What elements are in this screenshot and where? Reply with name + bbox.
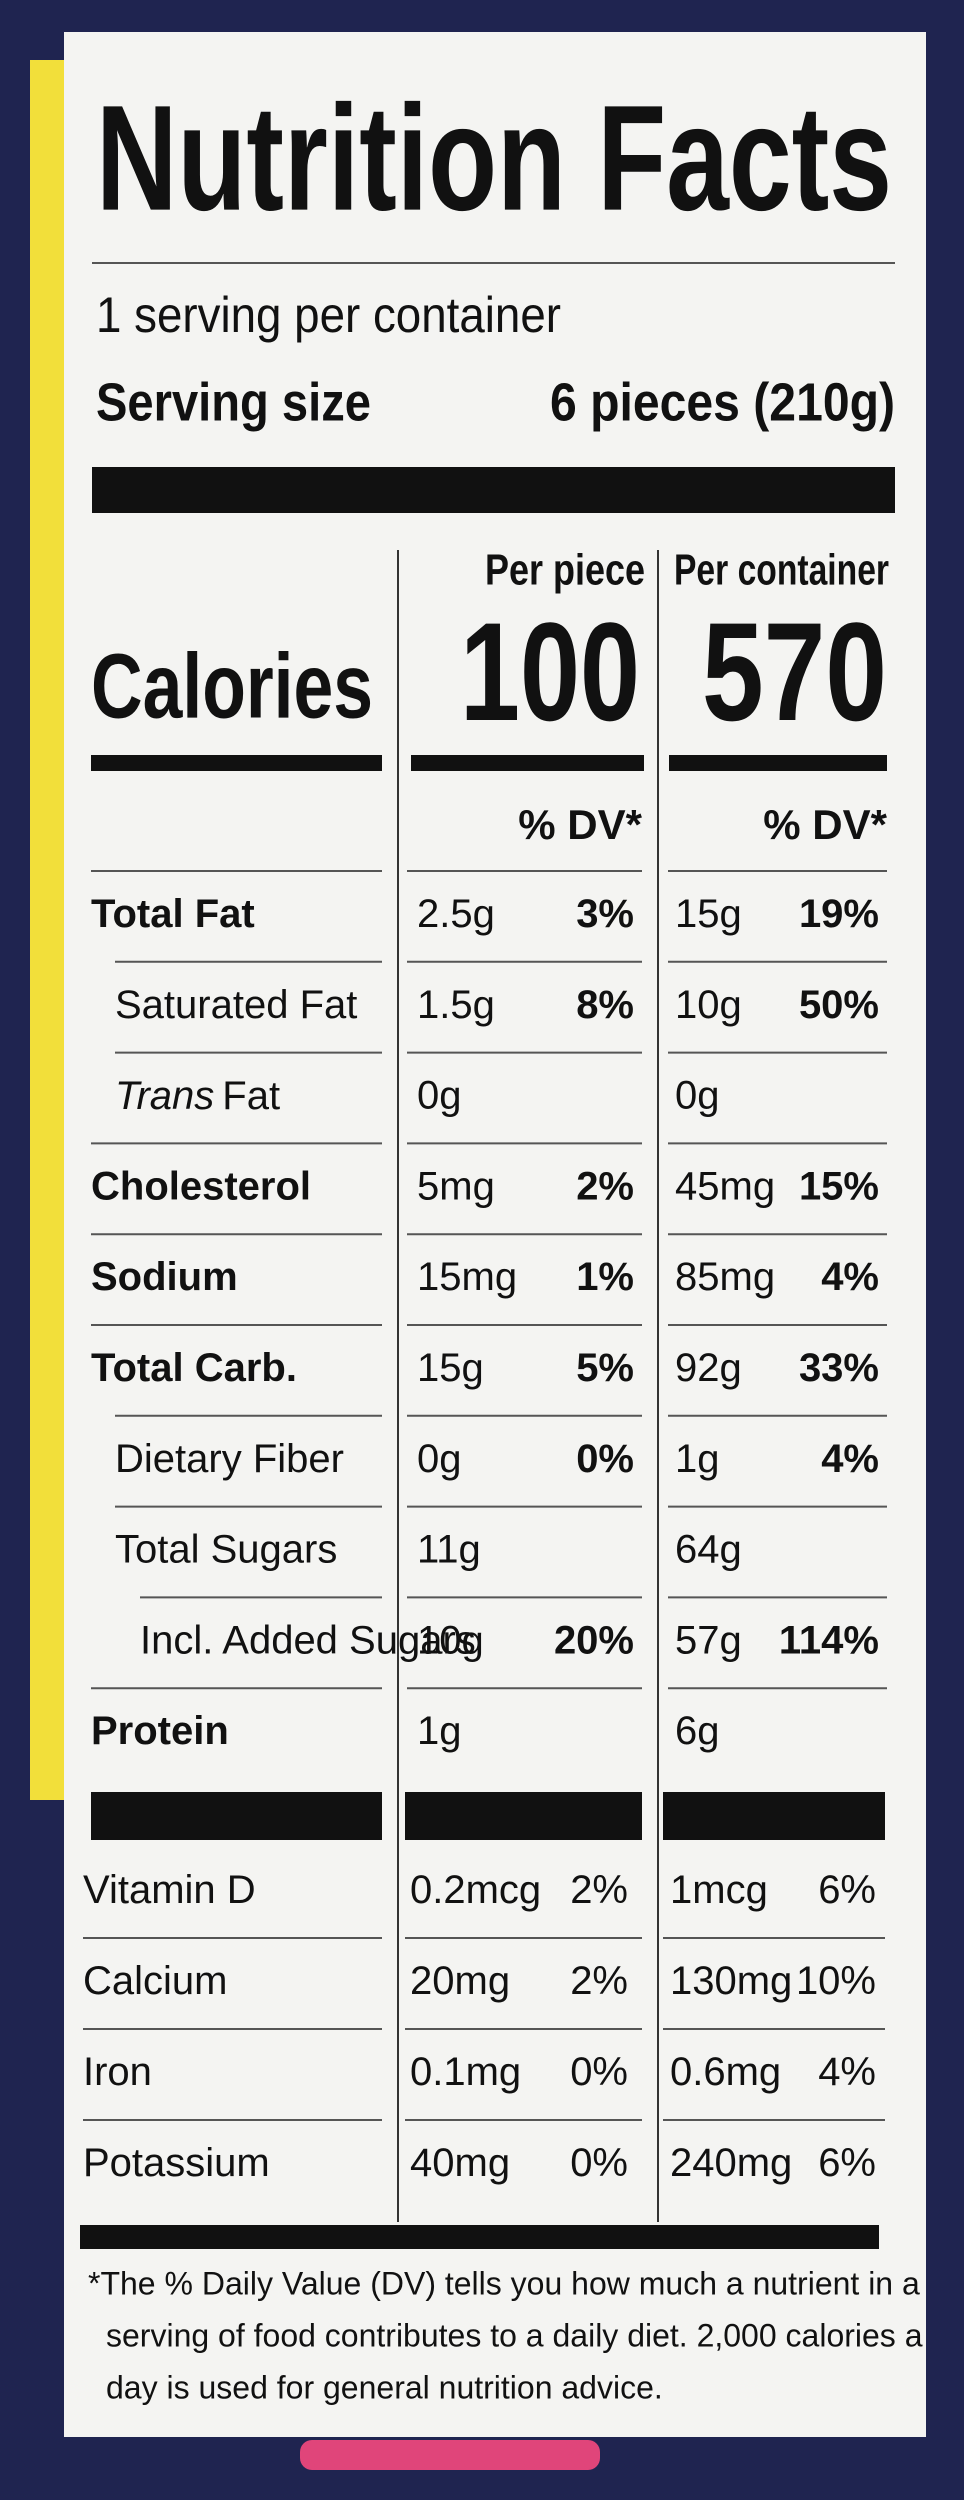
- amount: 0.2mcg: [410, 1868, 541, 1912]
- nutrient-name: Incl. Added Sugars: [140, 1618, 476, 1662]
- thick-bar: [411, 755, 644, 771]
- title: Nutrition Facts: [96, 74, 892, 242]
- amount: 15mg: [417, 1255, 517, 1299]
- serving-size-label: Serving size: [96, 372, 371, 432]
- amount: 1g: [417, 1709, 462, 1753]
- calories-value: 570: [702, 593, 887, 750]
- thick-bar: [405, 1792, 642, 1840]
- thick-bar: [663, 1792, 885, 1840]
- daily-value: 15%: [799, 1164, 879, 1208]
- nutrient-name: Cholesterol: [91, 1164, 311, 1208]
- amount: 92g: [675, 1346, 742, 1390]
- amount: 15g: [417, 1346, 484, 1390]
- nutrient-name: Total Sugars: [115, 1528, 337, 1572]
- amount: 0g: [417, 1437, 462, 1481]
- pink-accent: [300, 2440, 600, 2470]
- daily-value: 4%: [821, 1255, 879, 1299]
- amount: 130mg: [670, 1959, 792, 2003]
- dv-header: % DV*: [518, 801, 642, 848]
- calories-label: Calories: [91, 635, 373, 737]
- footnote: day is used for general nutrition advice…: [106, 2369, 663, 2405]
- amount: 0g: [417, 1074, 462, 1118]
- amount: 2.5g: [417, 892, 495, 936]
- amount: 57g: [675, 1618, 742, 1662]
- nutrient-name-italic: Trans: [115, 1074, 214, 1118]
- nutrient-name: Saturated Fat: [115, 983, 357, 1027]
- daily-value: 8%: [576, 983, 634, 1027]
- amount: 6g: [675, 1709, 720, 1753]
- amount: 0.6mg: [670, 2050, 781, 2094]
- daily-value: 3%: [576, 892, 634, 936]
- thick-bar: [91, 1792, 382, 1840]
- daily-value: 2%: [576, 1164, 634, 1208]
- column-header: Per piece: [485, 546, 645, 595]
- daily-value: 10%: [796, 1959, 876, 2003]
- nutrient-name: Sodium: [91, 1255, 238, 1299]
- amount: 0.1mg: [410, 2050, 521, 2094]
- amount: 10g: [417, 1618, 484, 1662]
- thick-bar: [92, 467, 895, 513]
- amount: 45mg: [675, 1164, 775, 1208]
- daily-value: 4%: [821, 1437, 879, 1481]
- thick-bar: [80, 2225, 879, 2249]
- amount: 85mg: [675, 1255, 775, 1299]
- nutrient-name: Protein: [91, 1709, 229, 1753]
- daily-value: 0%: [570, 2050, 628, 2094]
- amount: 11g: [417, 1528, 481, 1572]
- daily-value: 114%: [779, 1618, 879, 1662]
- footnote: serving of food contributes to a daily d…: [106, 2317, 923, 2353]
- vitamin-name: Calcium: [83, 1959, 227, 2003]
- nutrient-name: Total Carb.: [91, 1346, 297, 1390]
- daily-value: 2%: [570, 1959, 628, 2003]
- amount: 64g: [675, 1528, 742, 1572]
- vitamin-name: Potassium: [83, 2141, 270, 2185]
- daily-value: 4%: [818, 2050, 876, 2094]
- daily-value: 1%: [576, 1255, 634, 1299]
- vitamin-name: Vitamin D: [83, 1868, 256, 1912]
- daily-value: 6%: [818, 1868, 876, 1912]
- thick-bar: [91, 755, 382, 771]
- dv-header: % DV*: [763, 801, 887, 848]
- serving-size: 6 pieces (210g): [550, 372, 895, 432]
- nutrient-name: Trans Fat: [115, 1074, 280, 1118]
- daily-value: 50%: [799, 983, 879, 1027]
- amount: 1.5g: [417, 983, 495, 1027]
- servings: 1 serving per container: [96, 287, 561, 343]
- yellow-strip: [30, 60, 66, 1800]
- amount: 40mg: [410, 2141, 510, 2185]
- calories-value: 100: [460, 593, 640, 750]
- nutrient-name: Dietary Fiber: [115, 1437, 344, 1481]
- amount: 5mg: [417, 1164, 495, 1208]
- daily-value: 19%: [799, 892, 879, 936]
- daily-value: 33%: [799, 1346, 879, 1390]
- daily-value: 2%: [570, 1868, 628, 1912]
- daily-value: 0%: [576, 1437, 634, 1481]
- nutrient-name: Fat: [222, 1074, 280, 1118]
- daily-value: 20%: [554, 1618, 634, 1662]
- amount: 1mcg: [670, 1868, 768, 1912]
- amount: 1g: [675, 1437, 720, 1481]
- footnote: *The % Daily Value (DV) tells you how mu…: [88, 2265, 920, 2301]
- amount: 10g: [675, 983, 742, 1027]
- daily-value: 0%: [570, 2141, 628, 2185]
- amount: 15g: [675, 892, 742, 936]
- thick-bar: [669, 755, 887, 771]
- amount: 240mg: [670, 2141, 792, 2185]
- amount: 20mg: [410, 1959, 510, 2003]
- vitamin-name: Iron: [83, 2050, 152, 2094]
- column-header: Per container: [674, 546, 889, 595]
- daily-value: 5%: [576, 1346, 634, 1390]
- nutrient-name: Total Fat: [91, 892, 255, 936]
- daily-value: 6%: [818, 2141, 876, 2185]
- amount: 0g: [675, 1074, 720, 1118]
